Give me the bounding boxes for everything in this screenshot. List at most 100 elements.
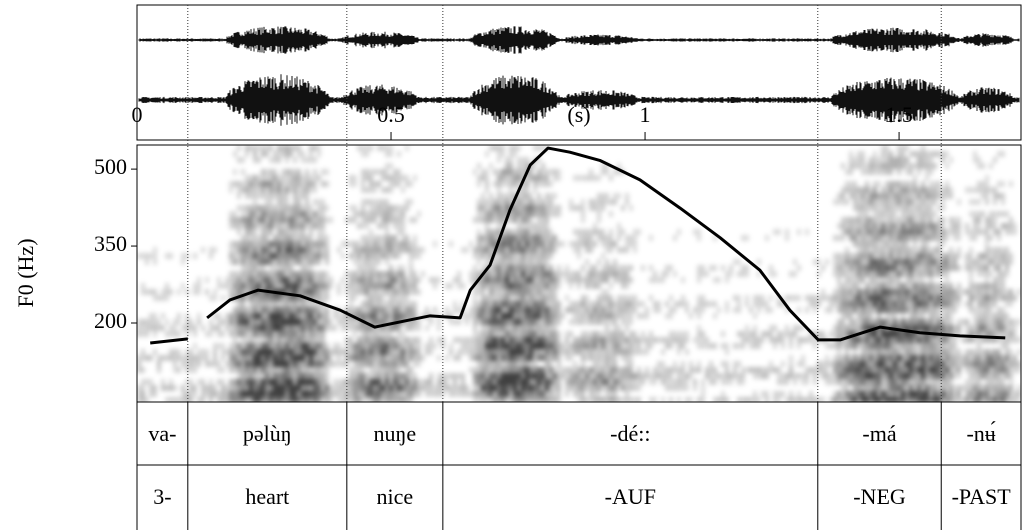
spectrogram-cell (509, 295, 513, 301)
spectrogram-cell (161, 289, 165, 295)
spectrogram-cell (677, 379, 681, 385)
spectrogram-cell (553, 301, 557, 307)
spectrogram-cell (897, 379, 901, 385)
spectrogram-cell (493, 307, 497, 313)
spectrogram-cell (509, 367, 513, 373)
spectrogram-cell (193, 283, 197, 289)
spectrogram-cell (901, 361, 905, 367)
spectrogram-cell (833, 373, 837, 379)
spectrogram-cell (589, 235, 593, 241)
spectrogram-cell (849, 151, 853, 157)
spectrogram-cell (593, 301, 597, 307)
spectrogram-cell (517, 349, 521, 355)
spectrogram-cell (221, 379, 225, 385)
spectrogram-cell (777, 301, 781, 307)
spectrogram-cell (873, 265, 877, 271)
spectrogram-cell (921, 223, 925, 229)
spectrogram-cell (257, 283, 261, 289)
spectrogram-cell (305, 271, 309, 277)
spectrogram-cell (885, 217, 889, 223)
spectrogram-cell (253, 343, 257, 349)
spectrogram-cell (829, 331, 833, 337)
spectrogram-cell (541, 385, 545, 391)
spectrogram-cell (209, 361, 213, 367)
spectrogram-cell (597, 343, 601, 349)
spectrogram-cell (633, 301, 637, 307)
spectrogram-cell (397, 283, 401, 289)
spectrogram-cell (533, 241, 537, 247)
spectrogram-cell (513, 265, 517, 271)
spectrogram-cell (473, 295, 477, 301)
spectrogram-cell (137, 325, 141, 331)
spectrogram-cell (369, 235, 373, 241)
spectrogram-cell (477, 175, 481, 181)
spectrogram-cell (325, 349, 329, 355)
spectrogram-cell (541, 259, 545, 265)
spectrogram-cell (489, 367, 493, 373)
spectrogram-cell (729, 265, 733, 271)
spectrogram-cell (893, 235, 897, 241)
spectrogram-cell (377, 241, 381, 247)
spectrogram-cell (601, 229, 605, 235)
spectrogram-cell (897, 391, 901, 397)
spectrogram-cell (877, 277, 881, 283)
spectrogram-cell (549, 307, 553, 313)
spectrogram-cell (245, 367, 249, 373)
spectrogram-cell (741, 367, 745, 373)
spectrogram-cell (233, 289, 237, 295)
spectrogram-cell (365, 349, 369, 355)
spectrogram-cell (541, 211, 545, 217)
spectrogram-cell (513, 373, 517, 379)
spectrogram-cell (349, 343, 353, 349)
spectrogram-cell (909, 265, 913, 271)
spectrogram-cell (373, 313, 377, 319)
spectrogram-cell (737, 379, 741, 385)
spectrogram-cell (853, 235, 857, 241)
spectrogram-cell (325, 235, 329, 241)
spectrogram-cell (361, 211, 365, 217)
spectrogram-cell (405, 313, 409, 319)
spectrogram-cell (553, 175, 557, 181)
spectrogram-cell (401, 355, 405, 361)
spectrogram-cell (521, 307, 525, 313)
spectrogram-cell (581, 241, 585, 247)
spectrogram-cell (141, 367, 145, 373)
spectrogram-cell (721, 343, 725, 349)
spectrogram-cell (417, 361, 421, 367)
spectrogram-cell (685, 379, 689, 385)
spectrogram-cell (849, 271, 853, 277)
spectrogram-cell (613, 325, 617, 331)
spectrogram-cell (877, 313, 881, 319)
spectrogram-cell (625, 385, 629, 391)
spectrogram-cell (269, 277, 273, 283)
spectrogram-cell (713, 379, 717, 385)
spectrogram-cell (893, 247, 897, 253)
spectrogram-cell (209, 379, 213, 385)
spectrogram-cell (977, 391, 981, 397)
spectrogram-cell (385, 253, 389, 259)
spectrogram-cell (193, 325, 197, 331)
spectrogram-cell (869, 157, 873, 163)
spectrogram-cell (773, 343, 777, 349)
spectrogram-cell (365, 265, 369, 271)
spectrogram-cell (977, 367, 981, 373)
spectrogram-cell (181, 391, 185, 397)
spectrogram-cell (909, 247, 913, 253)
spectrogram-cell (797, 229, 801, 235)
spectrogram-cell (473, 307, 477, 313)
spectrogram-cell (937, 181, 941, 187)
spectrogram-cell (245, 385, 249, 391)
spectrogram-cell (901, 181, 905, 187)
spectrogram-cell (401, 271, 405, 277)
spectrogram-cell (921, 319, 925, 325)
spectrogram-cell (873, 163, 877, 169)
spectrogram-cell (273, 157, 277, 163)
spectrogram-cell (889, 283, 893, 289)
spectrogram-cell (837, 235, 841, 241)
spectrogram-cell (509, 361, 513, 367)
spectrogram-cell (369, 391, 373, 397)
spectrogram-cell (641, 349, 645, 355)
spectrogram-cell (361, 247, 365, 253)
spectrogram-cell (205, 385, 209, 391)
